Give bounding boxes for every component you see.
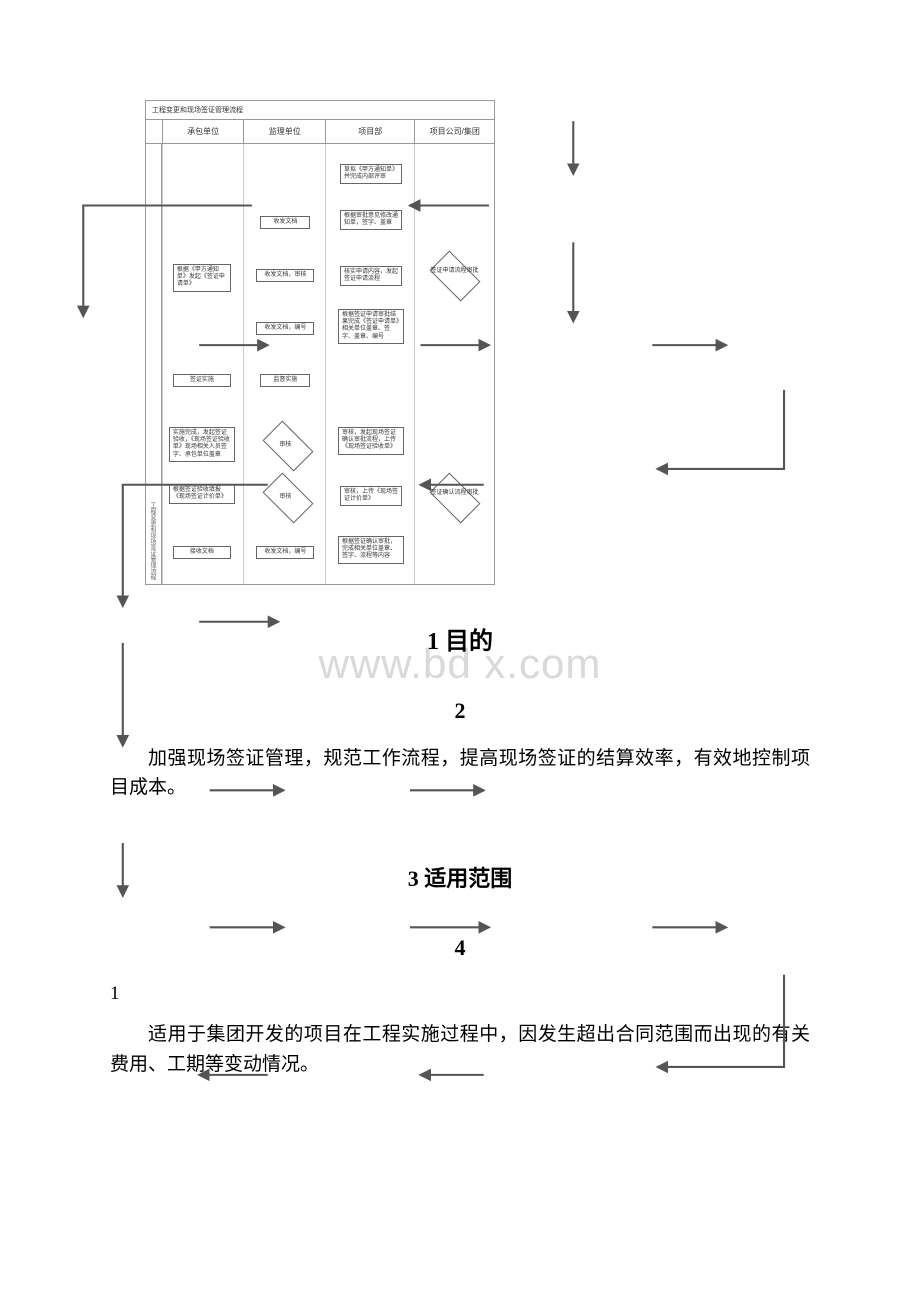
lane-header-company: 项目公司/集团	[414, 120, 494, 143]
flowchart-side-label: 工程变更和现场签证管理流程	[148, 502, 157, 580]
node-l2-d1-label: 审核	[260, 442, 310, 449]
node-l2-1: 收发文档	[260, 216, 310, 229]
lane-supervisor: 收发文档 收发文档，审核 收发文档，编号 监督实施 审核 审核 收发文档，编号	[243, 144, 325, 584]
node-l1-5: 接收文档	[173, 546, 231, 559]
node-l1-2: 签证实施	[173, 374, 231, 387]
node-l3-4: 根据签证申请审批结果完成《签证申请单》相关单位盖章、签字、盖章、编号	[338, 309, 404, 344]
paragraph-scope: 适用于集团开发的项目在工程实施过程中，因发生超出合同范围而出现的有关费用、工期等…	[110, 1020, 810, 1079]
lane-project-dept: 草拟《甲方通知单》并完成内部评审 根据审批意见修改通知单，签字、盖章 核实申请内…	[325, 144, 414, 584]
flowchart-lane-headers: 承包单位 监理单位 项目部 项目公司/集团	[146, 120, 494, 144]
node-l4-d2-label: 签证确认流程审批	[429, 490, 479, 497]
node-l4-d1-label: 签证申请流程审批	[429, 268, 479, 275]
lane-header-project-dept: 项目部	[325, 120, 414, 143]
flowchart-body: 工程变更和现场签证管理流程 根据《甲方通知单》发起《签证申请单》 签证实施 实施…	[146, 144, 494, 584]
node-l3-1: 草拟《甲方通知单》并完成内部评审	[340, 164, 402, 184]
node-l4-d2	[430, 473, 481, 524]
heading-3-scope: 3 适用范围	[110, 861, 810, 893]
flowchart-title: 工程变更和现场签证管理流程	[146, 101, 494, 120]
paragraph-purpose: 加强现场签证管理，规范工作流程，提高现场签证的结算效率，有效地控制项目成本。	[110, 744, 810, 803]
lane-header-supervisor: 监理单位	[243, 120, 325, 143]
node-l3-7: 根据签证确认审批，完成相关单位盖章、签字、流程等内容	[338, 536, 404, 564]
list-number-1: 1	[110, 979, 810, 1008]
node-l2-4: 监督实施	[260, 374, 310, 387]
heading-2: 2	[110, 698, 810, 724]
node-l2-3: 收发文档，编号	[256, 322, 314, 335]
node-l2-2: 收发文档，审核	[256, 269, 314, 282]
node-l3-2: 根据审批意见修改通知单，签字、盖章	[340, 210, 402, 230]
node-l1-3: 实施完成，发起签证验收，《现场签证验收单》现场相关人员签字、承包单位盖章	[169, 427, 235, 462]
node-l3-6: 审核，上传《现场签证计价单》	[340, 486, 402, 506]
lane-contractor: 根据《甲方通知单》发起《签证申请单》 签证实施 实施完成，发起签证验收，《现场签…	[162, 144, 244, 584]
lane-company: 签证申请流程审批 签证确认流程审批	[414, 144, 494, 584]
node-l1-1: 根据《甲方通知单》发起《签证申请单》	[173, 264, 231, 292]
node-l2-d2-label: 审核	[260, 494, 310, 501]
lane-header-contractor: 承包单位	[162, 120, 244, 143]
node-l2-5: 收发文档，编号	[256, 546, 314, 559]
node-l3-3: 核实申请内容，发起签证申请流程	[340, 266, 402, 286]
node-l4-d1	[430, 251, 481, 302]
heading-1-purpose: 1 目的	[110, 621, 810, 656]
node-l3-5: 审核，发起现场签证确认审批流程，上传《现场签证验收单》	[338, 427, 404, 455]
node-l1-4: 根据签证验收填报《现场签证计价单》	[169, 484, 235, 504]
flowchart-container: 工程变更和现场签证管理流程 承包单位 监理单位 项目部 项目公司/集团 工程变更…	[145, 100, 495, 585]
heading-4: 4	[110, 935, 810, 961]
